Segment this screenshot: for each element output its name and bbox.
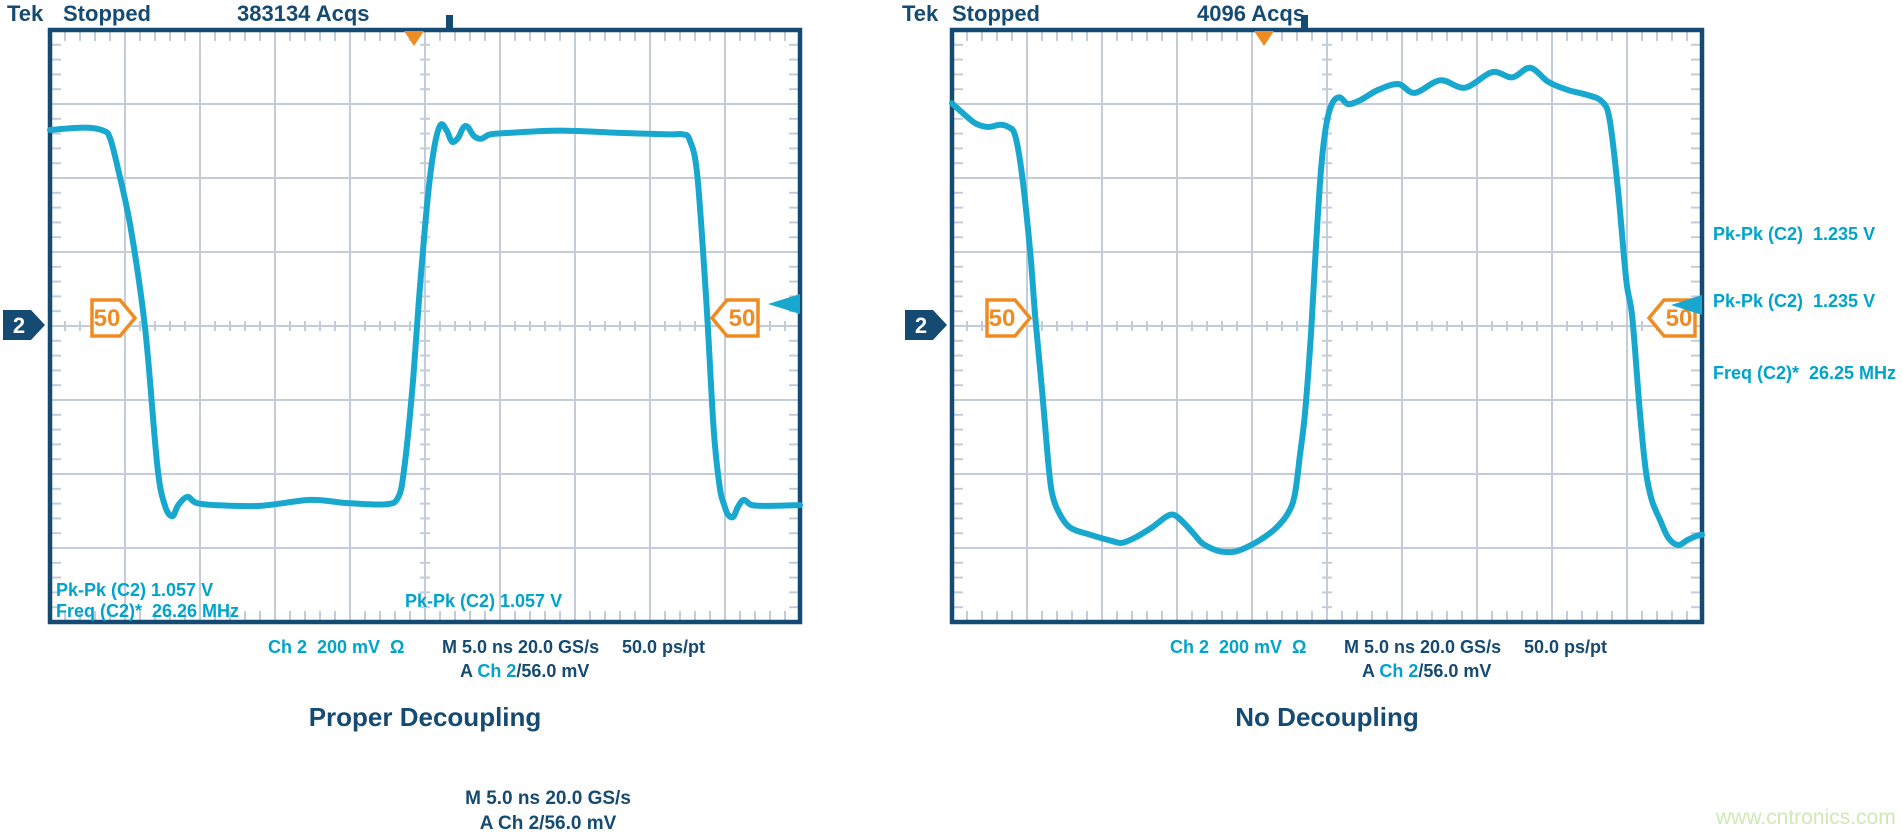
trigger-level-arrow-icon [768, 294, 800, 314]
scope2-pkpk-readout-2: Pk-Pk (C2) 1.235 V [1713, 291, 1876, 311]
scope2-timebase-setting: M 5.0 ns 20.0 GS/s [1344, 637, 1502, 657]
scope1-pkpk-readout-mid: Pk-Pk (C2) 1.057 V [405, 591, 563, 611]
graticule-border [47, 27, 803, 625]
trigger-level-badge-left [90, 298, 138, 338]
trigger-source: Ch 2 [1379, 661, 1419, 681]
scope1-pkpk-readout: Pk-Pk (C2) 1.057 V [56, 580, 214, 600]
footer-timebase: M 5.0 ns 20.0 GS/s [465, 788, 631, 809]
scope2-acquisitions: 4096 Acqs [1197, 1, 1306, 26]
scope2-resolution-setting: 50.0 ps/pt [1524, 637, 1608, 657]
trigger-t-marker [1301, 15, 1308, 29]
scope2-markers: 2 50 50 [905, 15, 1702, 340]
scope1-timebase-setting: M 5.0 ns 20.0 GS/s [442, 637, 600, 657]
scope2-freq-readout: Freq (C2)* 26.25 MHz [1713, 363, 1897, 383]
scope2-brand: Tek [902, 1, 939, 26]
trigger-position-icon [404, 31, 424, 46]
waveform-trace [949, 64, 1705, 556]
scope1-channel-setting: Ch 2 200 mV Ω [268, 637, 405, 657]
scope1-freq-readout: Freq (C2)* 26.26 MHz [56, 601, 240, 621]
trigger-level-badge-right [709, 298, 760, 338]
waveform-trace [47, 121, 803, 521]
trigger-position-icon [1254, 31, 1274, 46]
channel-2-badge [905, 310, 947, 340]
scope2-channel-setting: Ch 2 200 mV Ω [1170, 637, 1307, 657]
grid-layer [47, 27, 1705, 625]
trigger-level-badge-right-label: 50 [729, 305, 756, 332]
scope1-brand: Tek [7, 1, 44, 26]
channel-2-badge [3, 310, 45, 340]
scope2-pkpk-readout-1: Pk-Pk (C2) 1.235 V [1713, 224, 1876, 244]
trigger-level-arrow-icon [1671, 295, 1702, 315]
trigger-suffix: /56.0 mV [1418, 661, 1492, 681]
scope2-trigger-setting: A Ch 2/56.0 mV [1362, 661, 1491, 682]
scope1-status: Stopped [63, 1, 151, 26]
trigger-level-badge-left [985, 298, 1033, 338]
scope1-resolution-setting: 50.0 ps/pt [622, 637, 706, 657]
trigger-prefix: A [1362, 661, 1380, 681]
trigger-level-badge-left-label: 50 [989, 305, 1016, 332]
trace-layer [47, 64, 1705, 556]
trigger-suffix: /56.0 mV [516, 661, 590, 681]
scope2-caption: No Decoupling [1235, 702, 1419, 732]
scope1-trigger-setting: A Ch 2/56.0 mV [460, 661, 589, 682]
scope1-acquisitions: 383134 Acqs [237, 1, 370, 26]
scope2-status: Stopped [952, 1, 1040, 26]
scope1-markers: 2 50 50 [3, 15, 800, 340]
graticule-border [949, 27, 1705, 625]
scope1-caption: Proper Decoupling [308, 702, 542, 732]
channel-2-badge-label: 2 [13, 313, 25, 338]
watermark: www.cntronics.com [1716, 806, 1896, 829]
trigger-source: Ch 2 [477, 661, 517, 681]
trigger-prefix: A [460, 661, 478, 681]
trigger-t-marker [446, 15, 453, 29]
trigger-level-badge-left-label: 50 [94, 305, 121, 332]
channel-2-badge-label: 2 [915, 313, 927, 338]
footer-trigger: A Ch 2/56.0 mV [479, 813, 617, 834]
